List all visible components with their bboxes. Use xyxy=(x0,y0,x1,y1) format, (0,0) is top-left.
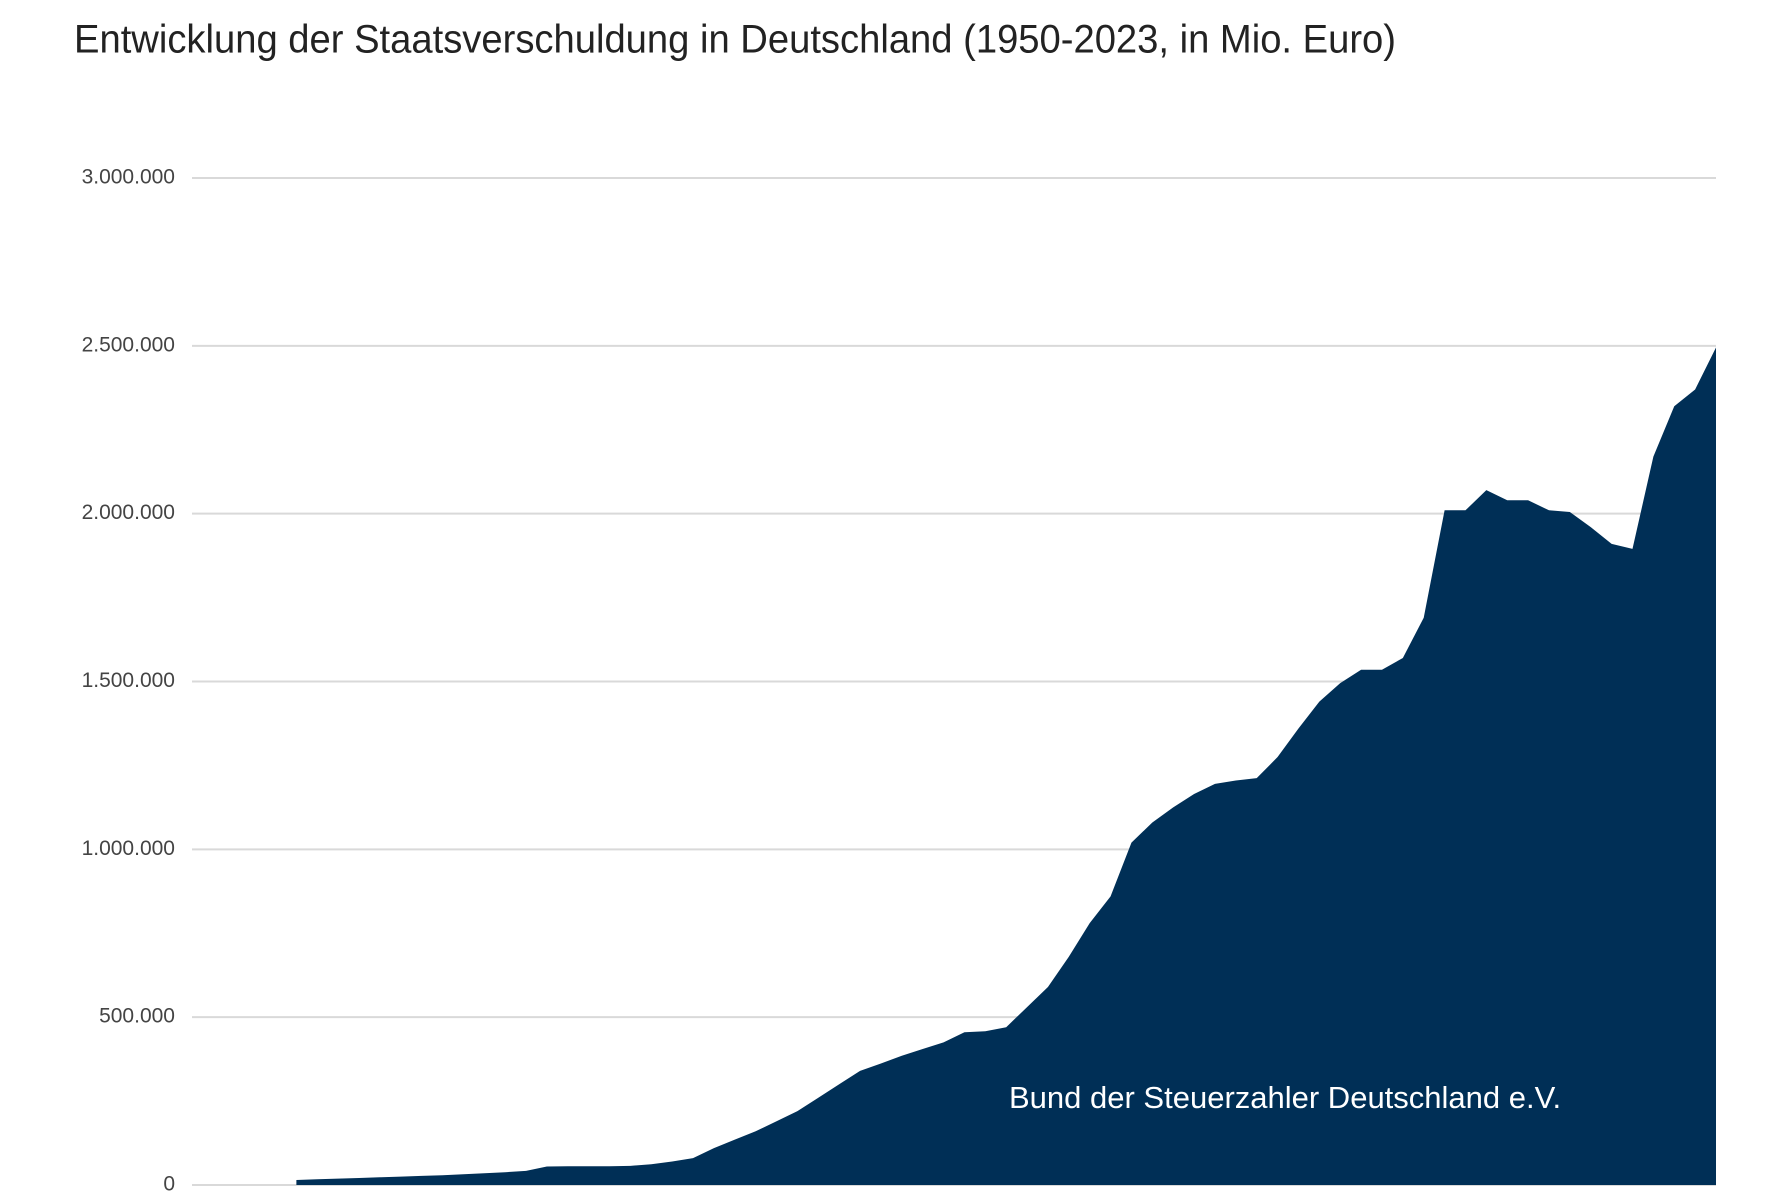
y-tick-label: 1.000.000 xyxy=(82,837,175,860)
chart-title: Entwicklung der Staatsverschuldung in De… xyxy=(74,18,1396,62)
plot xyxy=(296,347,1717,1185)
y-tick-label: 500.000 xyxy=(99,1005,175,1028)
y-tick-label: 2.000.000 xyxy=(82,501,175,524)
y-tick-label: 3.000.000 xyxy=(82,166,175,189)
area xyxy=(296,347,1717,1185)
y-tick-label: 0 xyxy=(163,1173,175,1196)
grid: 0 500.000 1.000.000 1.500.000 2.000.000 2.500… xyxy=(82,166,1716,1196)
y-tick-label: 1.500.000 xyxy=(82,669,175,692)
y-tick-label: 2.500.000 xyxy=(82,333,175,356)
annotation: Bund der Steuerzahler Deutschland e.V. xyxy=(1009,1080,1561,1115)
